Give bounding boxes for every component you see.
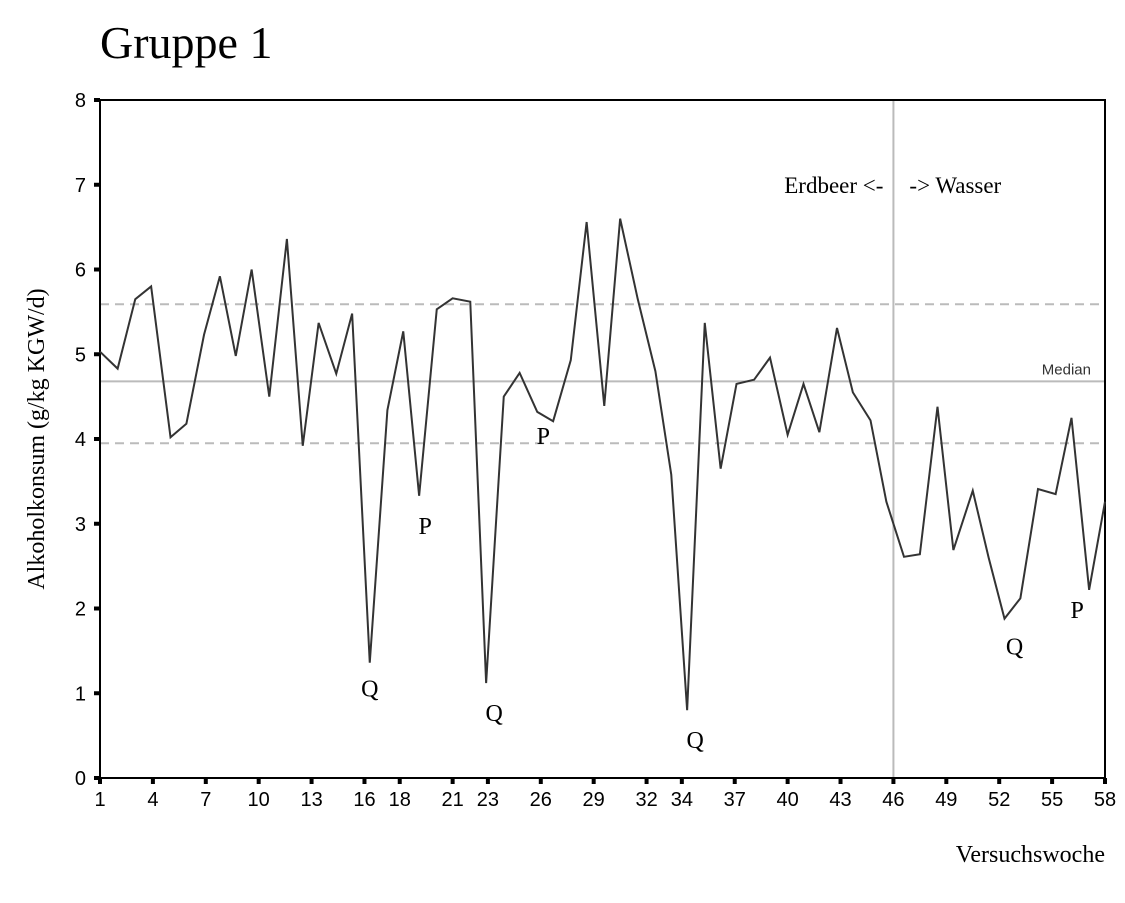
x-tick-label: 40 <box>777 789 799 811</box>
divider-right-label: -> Wasser <box>909 173 1001 198</box>
x-tick-label: 46 <box>882 789 904 811</box>
chart-title: Gruppe 1 <box>100 17 272 68</box>
x-tick-label: 1 <box>94 789 105 811</box>
x-tick-label: 43 <box>829 789 851 811</box>
x-tick-label: 49 <box>935 789 957 811</box>
point-annotation: P <box>537 424 550 450</box>
x-tick-label: 16 <box>353 789 375 811</box>
y-tick-label: 6 <box>75 260 86 282</box>
x-tick-label: 34 <box>671 789 693 811</box>
point-annotation: P <box>418 514 431 540</box>
y-axis-label: Alkoholkonsum (g/kg KGW/d) <box>24 288 50 589</box>
x-tick-label: 18 <box>389 789 411 811</box>
divider-left-label: Erdbeer <- <box>784 173 883 198</box>
x-tick-label: 58 <box>1094 789 1116 811</box>
x-tick-label: 26 <box>530 789 552 811</box>
x-tick-label: 32 <box>635 789 657 811</box>
y-tick-label: 3 <box>75 514 86 536</box>
point-annotation: Q <box>485 701 502 727</box>
x-axis-label: Versuchswoche <box>956 842 1105 868</box>
plot-frame <box>99 99 1106 779</box>
y-tick-label: 0 <box>75 768 86 790</box>
x-tick-label: 55 <box>1041 789 1063 811</box>
y-tick-label: 2 <box>75 599 86 621</box>
point-annotation: P <box>1070 598 1083 624</box>
y-tick-label: 4 <box>75 429 86 451</box>
point-annotation: Q <box>1006 635 1023 661</box>
x-tick-label: 21 <box>442 789 464 811</box>
x-tick-label: 52 <box>988 789 1010 811</box>
x-tick-label: 7 <box>200 789 211 811</box>
point-annotation: Q <box>361 677 378 703</box>
x-tick-label: 29 <box>583 789 605 811</box>
y-tick-label: 5 <box>75 344 86 366</box>
median-label: Median <box>1042 361 1091 378</box>
x-tick-label: 13 <box>300 789 322 811</box>
y-tick-label: 8 <box>75 90 86 112</box>
data-line <box>99 218 1106 711</box>
y-tick-label: 7 <box>75 175 86 197</box>
x-tick-label: 10 <box>248 789 270 811</box>
x-tick-label: 23 <box>477 789 499 811</box>
x-tick-label: 4 <box>147 789 158 811</box>
x-tick-label: 37 <box>724 789 746 811</box>
point-annotation: Q <box>686 728 703 754</box>
y-tick-label: 1 <box>75 683 86 705</box>
